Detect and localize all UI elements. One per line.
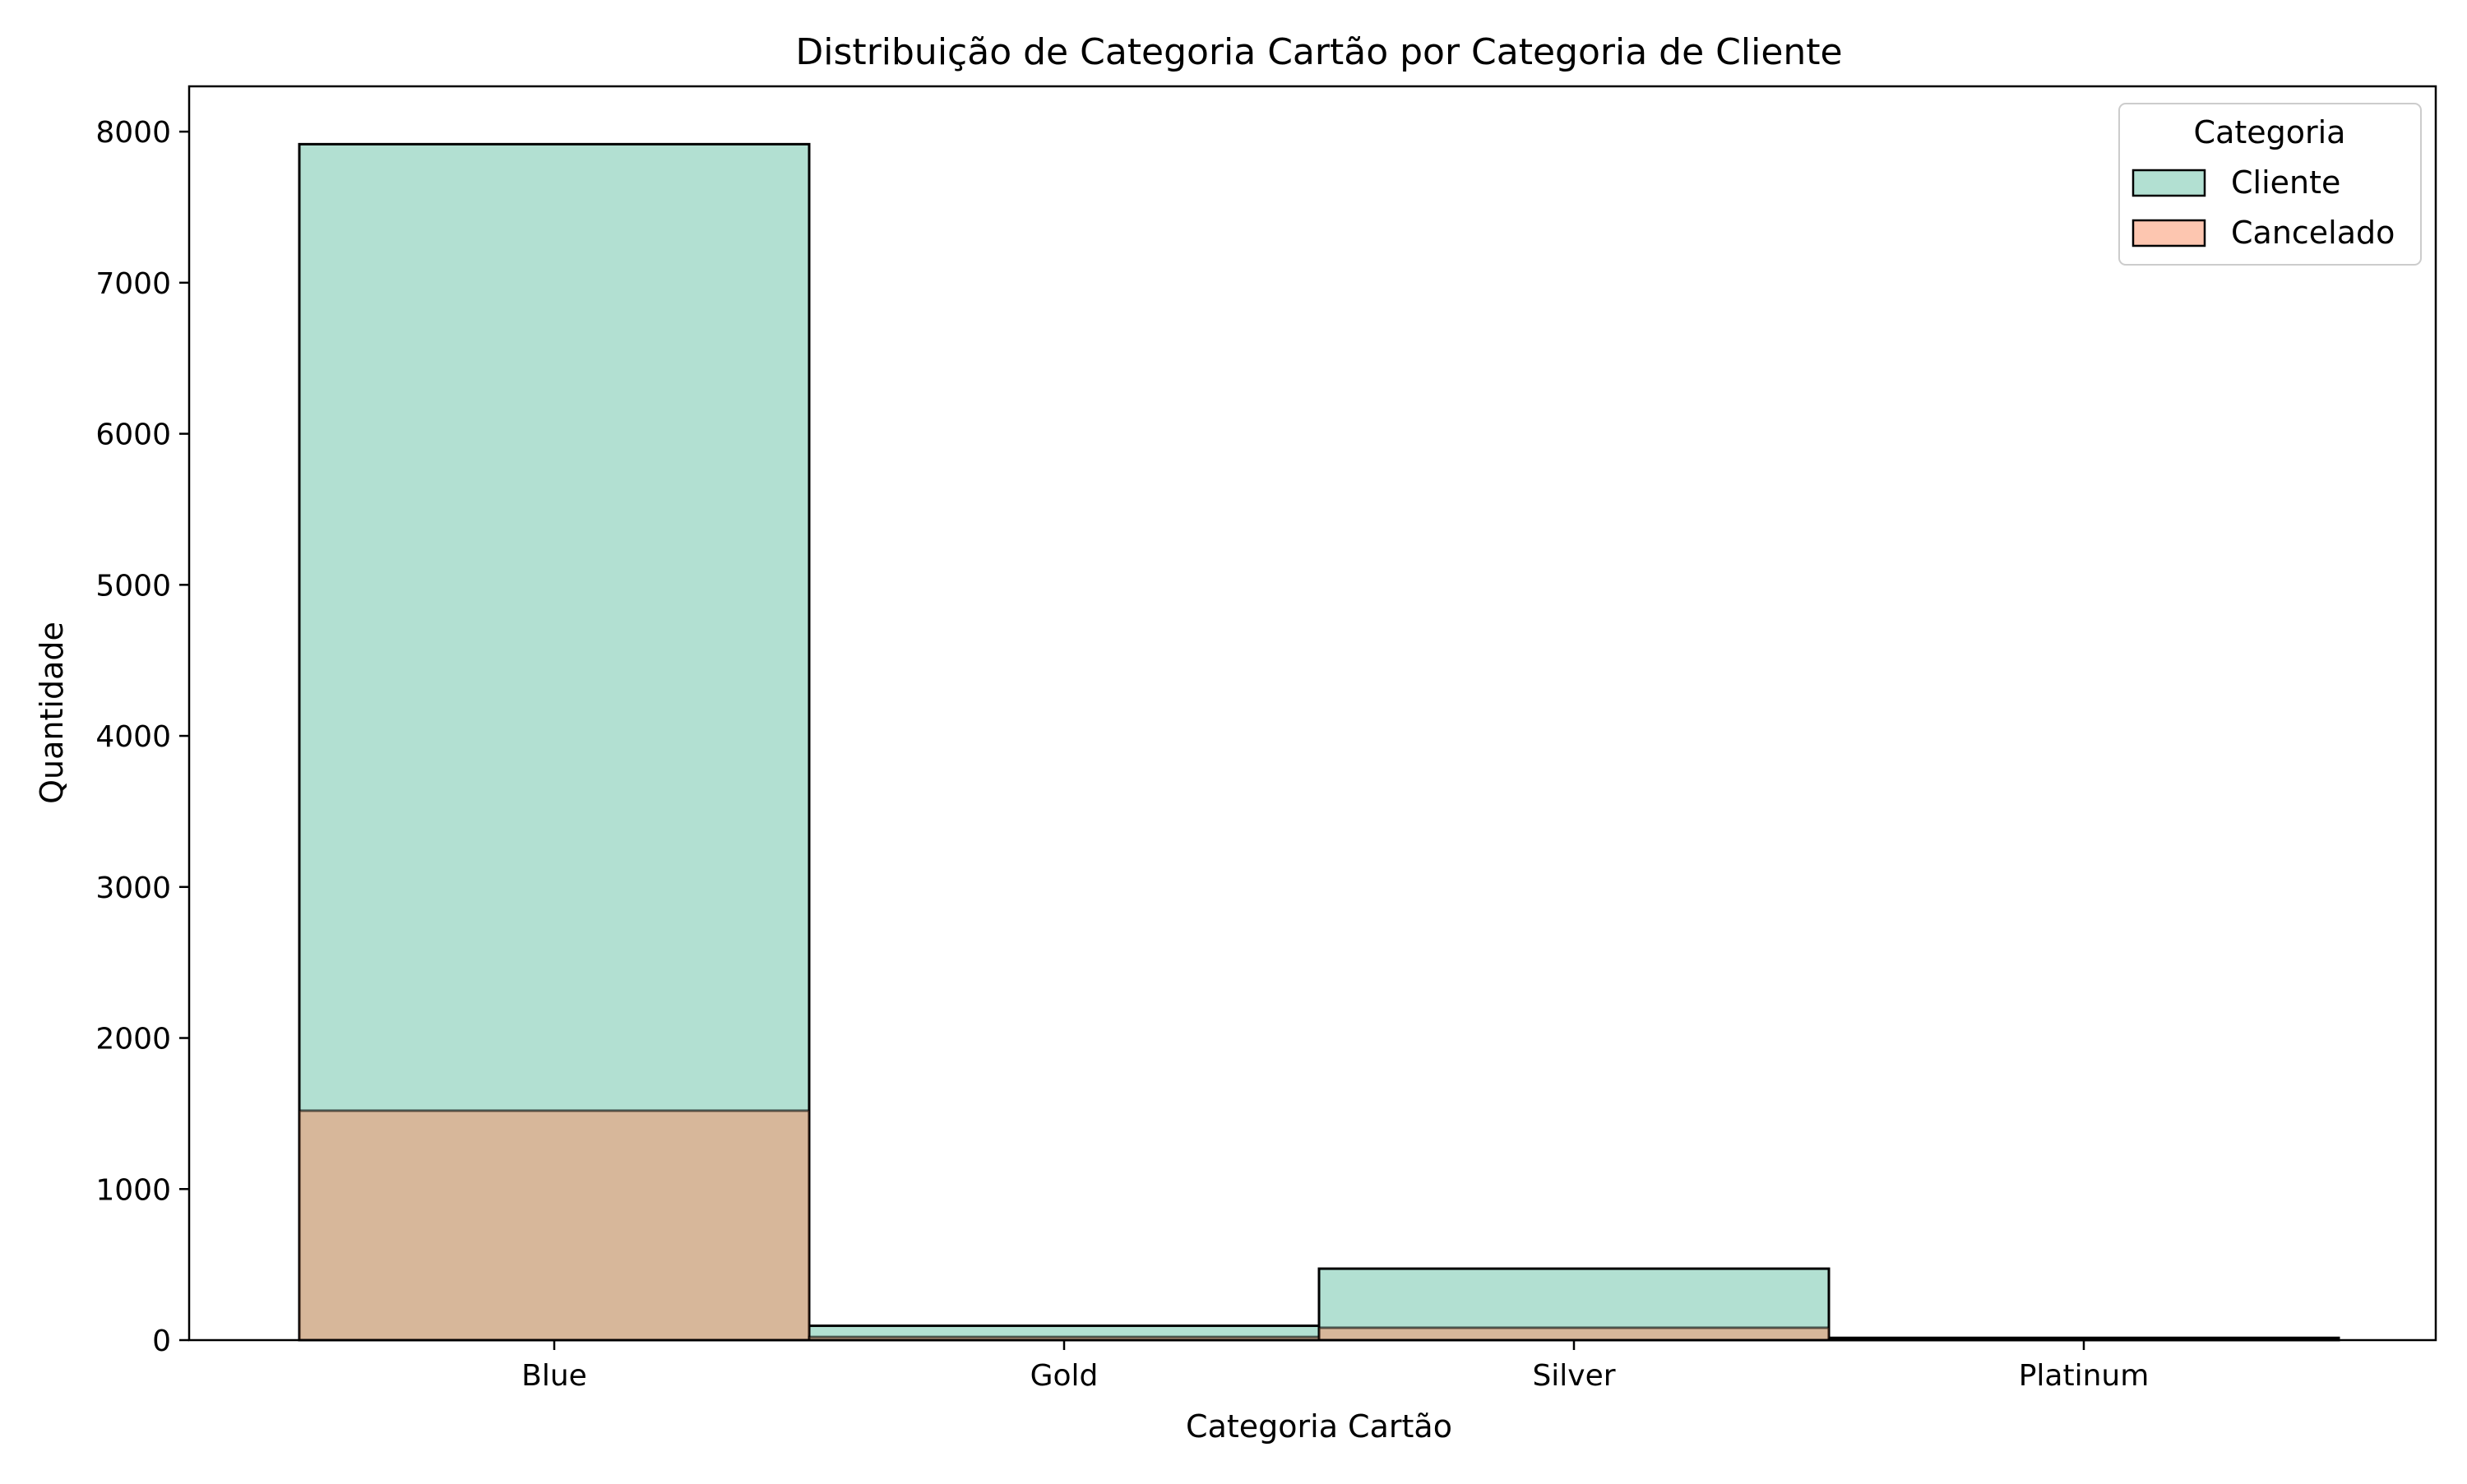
x-axis: Blue Gold Silver Platinum — [521, 1340, 2149, 1393]
chart-title: Distribuição de Categoria Cartão por Cat… — [795, 31, 1842, 73]
legend-swatch-cancelado — [2131, 219, 2206, 247]
x-tick-label-platinum: Platinum — [2019, 1359, 2150, 1393]
y-tick-label: 7000 — [95, 267, 171, 301]
x-tick-label-silver: Silver — [1532, 1359, 1615, 1393]
legend-entry-cancelado: Cancelado — [2131, 215, 2395, 251]
y-tick-label: 5000 — [95, 569, 171, 603]
x-tick-label-gold: Gold — [1030, 1359, 1099, 1393]
y-tick-label: 2000 — [95, 1023, 171, 1056]
legend-title: Categoria — [2194, 114, 2346, 150]
y-tick-label: 6000 — [95, 418, 171, 452]
legend-entry-cliente: Cliente — [2131, 164, 2340, 201]
legend: Categoria Cliente Cancelado — [2118, 103, 2422, 266]
plot-frame — [187, 85, 2437, 1342]
bar-cancelado-blue — [298, 1109, 811, 1342]
y-tick-label: 8000 — [95, 116, 171, 150]
legend-label-cliente: Cliente — [2231, 164, 2340, 201]
x-axis-label: Categoria Cartão — [1186, 1408, 1452, 1445]
y-tick-label: 3000 — [95, 871, 171, 905]
legend-label-cancelado: Cancelado — [2231, 215, 2395, 251]
y-axis: 0 1000 2000 3000 4000 5000 6000 7000 8000 — [95, 116, 189, 1358]
x-tick-label-blue: Blue — [521, 1359, 587, 1393]
legend-entries: Cliente Cancelado — [2131, 164, 2395, 251]
bar-cancelado-silver — [1317, 1326, 1831, 1342]
y-tick-label: 1000 — [95, 1173, 171, 1207]
bars-layer — [298, 142, 2340, 1342]
y-tick-label: 0 — [152, 1325, 171, 1358]
y-axis-label: Quantidade — [34, 622, 70, 804]
legend-swatch-cliente — [2131, 169, 2206, 197]
y-tick-label: 4000 — [95, 720, 171, 754]
